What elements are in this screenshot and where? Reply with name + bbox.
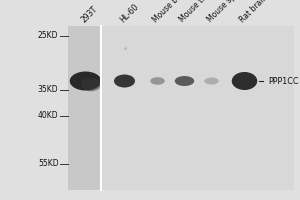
Text: 55KD: 55KD <box>38 160 58 168</box>
Text: HL-60: HL-60 <box>118 2 140 24</box>
Ellipse shape <box>150 77 165 85</box>
Text: Mouse brain: Mouse brain <box>151 0 191 24</box>
Ellipse shape <box>232 72 257 90</box>
Text: 35KD: 35KD <box>38 85 58 94</box>
Text: Mouse spleen: Mouse spleen <box>205 0 248 24</box>
Text: PPP1CC: PPP1CC <box>268 76 299 86</box>
Ellipse shape <box>175 76 194 86</box>
Text: 40KD: 40KD <box>38 112 58 120</box>
Ellipse shape <box>114 74 135 88</box>
Text: Rat brain: Rat brain <box>238 0 270 24</box>
Ellipse shape <box>81 78 101 91</box>
Ellipse shape <box>70 72 101 90</box>
Ellipse shape <box>204 77 219 84</box>
FancyBboxPatch shape <box>100 26 294 190</box>
Text: 293T: 293T <box>79 4 99 24</box>
Text: Mouse thymus: Mouse thymus <box>178 0 224 24</box>
FancyBboxPatch shape <box>68 26 100 190</box>
Text: 25KD: 25KD <box>38 31 58 40</box>
